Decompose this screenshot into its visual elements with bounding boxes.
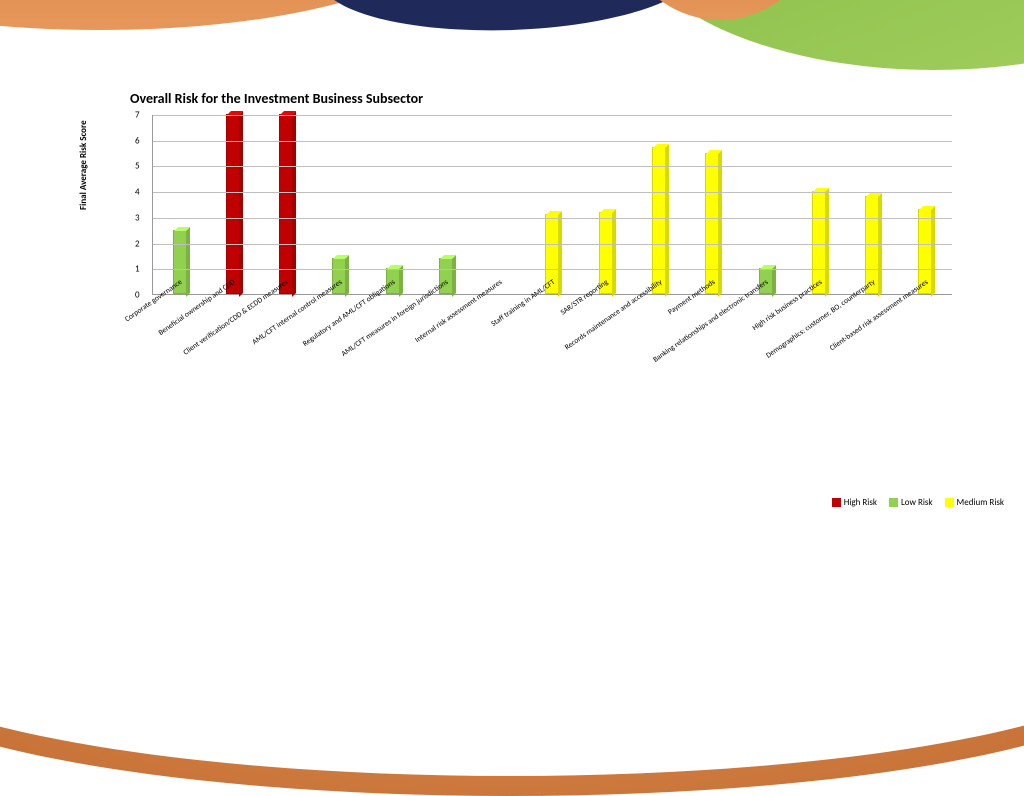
bar-slot <box>899 115 952 294</box>
bar <box>652 147 666 294</box>
decor-bottom-orange <box>0 536 1024 796</box>
legend-label: High Risk <box>844 497 877 508</box>
bar-slot <box>686 115 739 294</box>
decor-top-green <box>624 0 1024 70</box>
bar-slot <box>260 115 313 294</box>
legend: High Risk Low Risk Medium Risk <box>832 497 1004 508</box>
decor-top-orange-r <box>620 0 820 20</box>
grid-line <box>153 141 952 142</box>
grid-line <box>153 192 952 193</box>
decor-top-navy <box>318 0 702 37</box>
y-tick-label: 6 <box>135 135 140 146</box>
chart-container: Overall Risk for the Investment Business… <box>130 90 960 450</box>
y-tick-label: 2 <box>135 238 140 249</box>
plot-area: 01234567 <box>152 115 952 295</box>
legend-label: Low Risk <box>901 497 933 508</box>
bar-slot <box>792 115 845 294</box>
y-axis-label: Final Average Risk Score <box>78 120 89 210</box>
y-tick-label: 3 <box>135 212 140 223</box>
legend-swatch <box>832 498 841 507</box>
grid-line <box>153 218 952 219</box>
bar-slot <box>739 115 792 294</box>
y-tick-label: 7 <box>135 110 140 121</box>
decor-bottom-mask <box>0 516 1024 776</box>
legend-swatch <box>889 498 898 507</box>
y-tick-label: 4 <box>135 187 140 198</box>
y-tick-label: 0 <box>135 290 140 301</box>
legend-label: Medium Risk <box>957 497 1004 508</box>
bar-slot <box>845 115 898 294</box>
bar-slot <box>153 115 206 294</box>
bar <box>705 153 719 294</box>
bar-slot <box>473 115 526 294</box>
grid-line <box>153 115 952 116</box>
bar-slot <box>366 115 419 294</box>
legend-item: High Risk <box>832 497 877 508</box>
grid-line <box>153 166 952 167</box>
y-tick-label: 1 <box>135 264 140 275</box>
bars-group <box>153 115 952 294</box>
bar-slot <box>313 115 366 294</box>
decor-top-orange-l <box>0 0 450 30</box>
chart-title: Overall Risk for the Investment Business… <box>130 90 960 107</box>
grid-line <box>153 269 952 270</box>
bar-slot <box>526 115 579 294</box>
legend-item: Low Risk <box>889 497 933 508</box>
bar-slot <box>579 115 632 294</box>
legend-swatch <box>945 498 954 507</box>
legend-item: Medium Risk <box>945 497 1004 508</box>
grid-line <box>153 244 952 245</box>
bar-slot <box>419 115 472 294</box>
bar-slot <box>632 115 685 294</box>
y-tick-label: 5 <box>135 161 140 172</box>
bar-slot <box>206 115 259 294</box>
